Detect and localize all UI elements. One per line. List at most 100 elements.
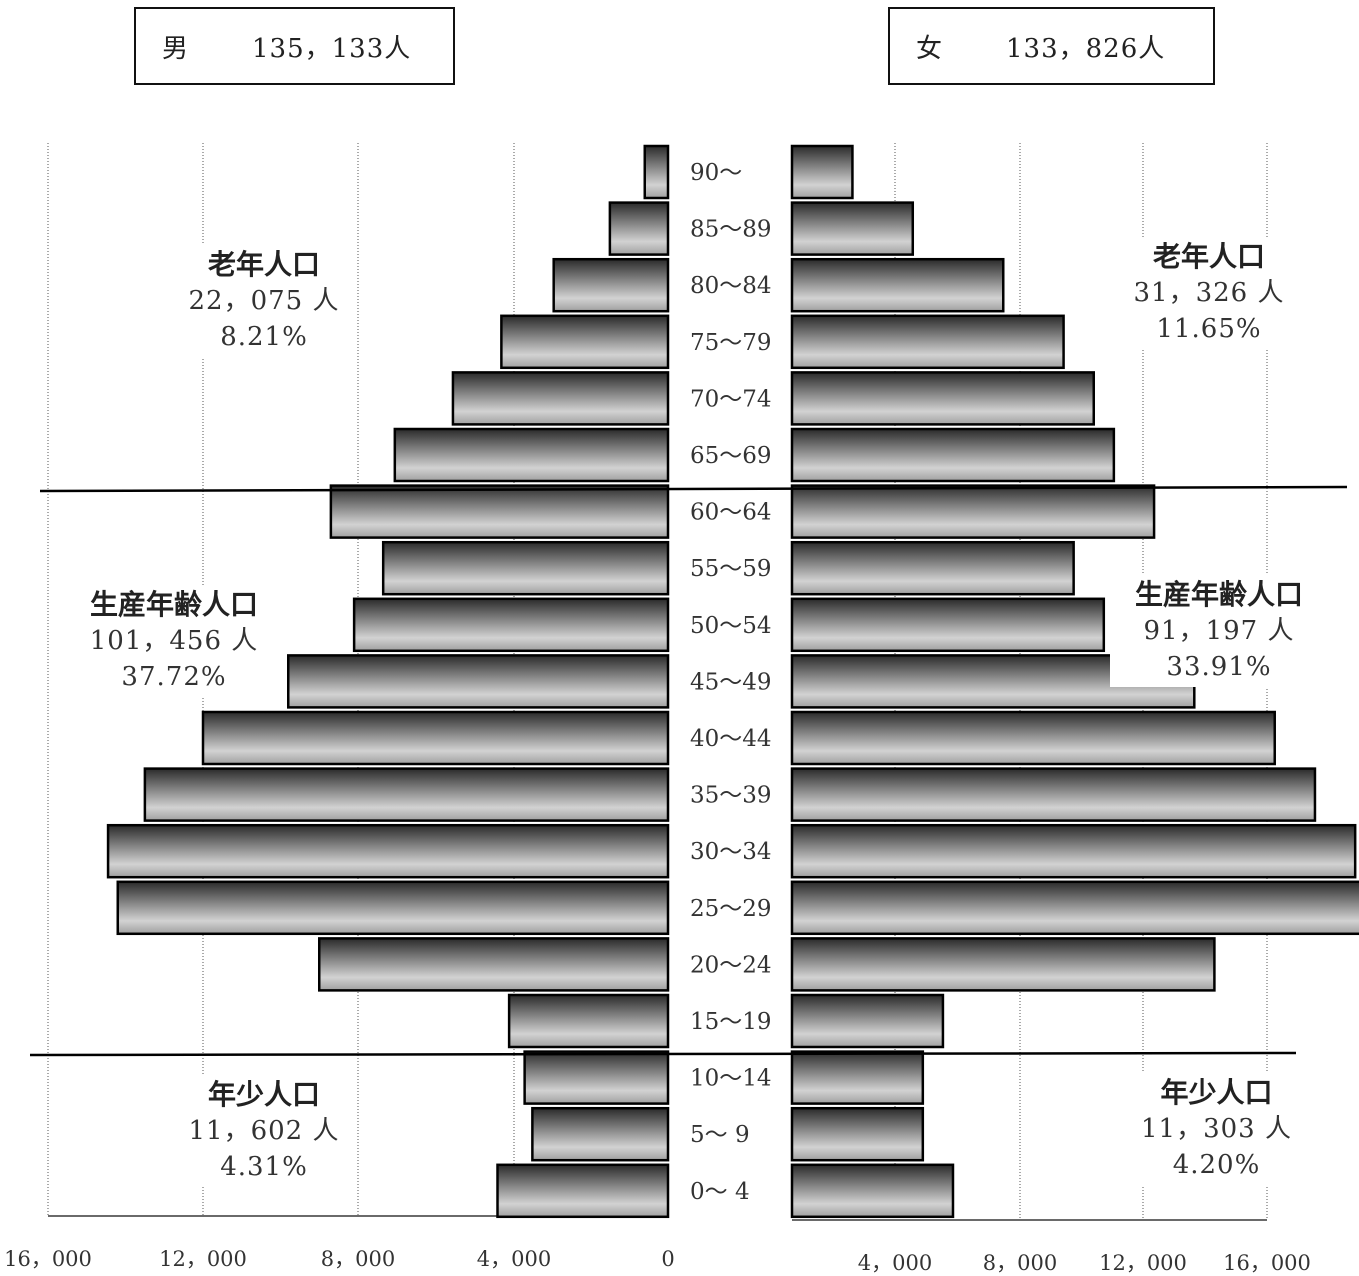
female-bar xyxy=(790,144,854,200)
male-bar xyxy=(287,654,670,709)
group-percent: 8.21% xyxy=(220,322,308,352)
female-label: 女 xyxy=(916,33,944,64)
group-name: 生産年齢人口 xyxy=(89,588,258,621)
female-bar xyxy=(790,1050,925,1105)
female-bar xyxy=(790,597,1106,653)
male-bar xyxy=(523,1050,670,1105)
male-bar xyxy=(318,937,670,992)
male-tick-label: 16，000 xyxy=(4,1247,92,1271)
male-bar xyxy=(507,993,670,1049)
group-value: 91，197 人 xyxy=(1143,616,1295,646)
male-total-box: 男 135，133人 xyxy=(134,7,455,85)
male-bar xyxy=(608,201,670,256)
age-label: 45～49 xyxy=(690,669,772,695)
age-label: 0～ 4 xyxy=(690,1179,750,1205)
male-bar xyxy=(500,314,670,370)
female-bar xyxy=(790,993,945,1049)
male-tick-label: 4，000 xyxy=(477,1247,551,1271)
female-bar xyxy=(790,880,1359,936)
group-value: 101，456 人 xyxy=(89,626,259,656)
male-working-group: 生産年齢人口 101，456 人 37.72% xyxy=(65,585,283,697)
female-elderly-group: 老年人口 31，326 人 11.65% xyxy=(1120,237,1298,349)
group-name: 生産年齢人口 xyxy=(1134,578,1303,611)
female-tick-label: 16，000 xyxy=(1223,1251,1311,1275)
bars xyxy=(106,144,1359,1219)
male-bar xyxy=(201,710,670,766)
group-value: 31，326 人 xyxy=(1133,278,1285,308)
group-name: 老年人口 xyxy=(1152,240,1265,273)
female-bar xyxy=(790,1163,955,1219)
group-percent: 4.20% xyxy=(1172,1150,1261,1180)
female-young-group: 年少人口 11，303 人 4.20% xyxy=(1130,1073,1303,1185)
male-bar xyxy=(143,767,670,822)
female-bar xyxy=(790,823,1357,879)
age-label: 35～39 xyxy=(690,783,772,809)
age-label: 75～79 xyxy=(690,330,772,356)
group-value: 11，303 人 xyxy=(1141,1114,1292,1144)
elderly-divider xyxy=(39,485,1348,493)
age-label: 65～69 xyxy=(690,443,772,469)
age-label: 80～84 xyxy=(690,273,772,299)
male-bar xyxy=(116,880,670,936)
female-bar xyxy=(790,257,1005,313)
age-label: 25～29 xyxy=(690,896,772,922)
female-bar xyxy=(790,1106,925,1162)
female-bar xyxy=(790,201,915,256)
age-label: 5～ 9 xyxy=(690,1122,750,1148)
age-label: 40～44 xyxy=(690,726,772,752)
age-label: 60～64 xyxy=(690,500,772,526)
female-working-group: 生産年齢人口 91，197 人 33.91% xyxy=(1110,575,1328,687)
age-label: 85～89 xyxy=(690,217,772,243)
female-bar xyxy=(790,710,1276,766)
female-total-value: 133，826人 xyxy=(1006,33,1166,64)
female-bar xyxy=(790,427,1116,483)
female-bar xyxy=(790,540,1075,596)
group-value: 22，075 人 xyxy=(188,286,340,316)
male-tick-label: 8，000 xyxy=(321,1247,395,1271)
female-tick-label: 4，000 xyxy=(858,1251,932,1275)
male-young-group: 年少人口 11，602 人 4.31% xyxy=(180,1075,348,1187)
age-label: 30～34 xyxy=(690,839,772,865)
male-bar xyxy=(451,371,670,426)
male-bar xyxy=(329,484,670,539)
male-bar xyxy=(531,1106,670,1162)
age-label: 10～14 xyxy=(690,1066,772,1092)
group-percent: 11.65% xyxy=(1156,314,1262,344)
age-labels: 90～ 85～89 80～84 75～79 70～74 65～69 60～64 55～59 50… xyxy=(690,160,772,1205)
male-tick-label: 12，000 xyxy=(159,1247,247,1271)
group-name: 年少人口 xyxy=(1160,1076,1273,1109)
age-label: 70～74 xyxy=(690,386,772,412)
female-total-box: 女 133，826人 xyxy=(888,7,1215,85)
male-label: 男 xyxy=(162,33,190,64)
age-label: 20～24 xyxy=(690,952,772,978)
age-label: 90～ xyxy=(690,160,742,186)
age-label: 55～59 xyxy=(690,556,772,582)
male-bar xyxy=(496,1163,670,1219)
female-bar xyxy=(790,314,1065,370)
male-bar xyxy=(381,540,670,596)
male-bar xyxy=(552,257,670,313)
age-label: 15～19 xyxy=(690,1009,772,1035)
male-bar xyxy=(106,823,670,879)
male-bar xyxy=(352,597,670,653)
young-divider xyxy=(29,1051,1297,1057)
group-value: 11，602 人 xyxy=(188,1116,340,1146)
group-percent: 33.91% xyxy=(1166,652,1272,682)
group-percent: 37.72% xyxy=(121,662,227,692)
male-total-value: 135，133人 xyxy=(252,33,412,64)
male-elderly-group: 老年人口 22，075 人 8.21% xyxy=(180,245,348,357)
group-percent: 4.31% xyxy=(220,1152,308,1182)
female-tick-label: 8，000 xyxy=(983,1251,1057,1275)
male-bar xyxy=(393,427,670,483)
axis-ticks: 16，000 12，000 8，000 4，000 0 4，000 8，000 12，000 1… xyxy=(4,1247,1311,1275)
female-tick-label: 12，000 xyxy=(1099,1251,1187,1275)
female-bar xyxy=(790,767,1317,822)
age-label: 50～54 xyxy=(690,613,772,639)
female-bar xyxy=(790,484,1156,539)
male-bar xyxy=(643,144,670,200)
group-name: 年少人口 xyxy=(207,1078,320,1111)
female-bar xyxy=(790,371,1095,426)
female-bar xyxy=(790,937,1216,992)
group-name: 老年人口 xyxy=(207,248,320,281)
